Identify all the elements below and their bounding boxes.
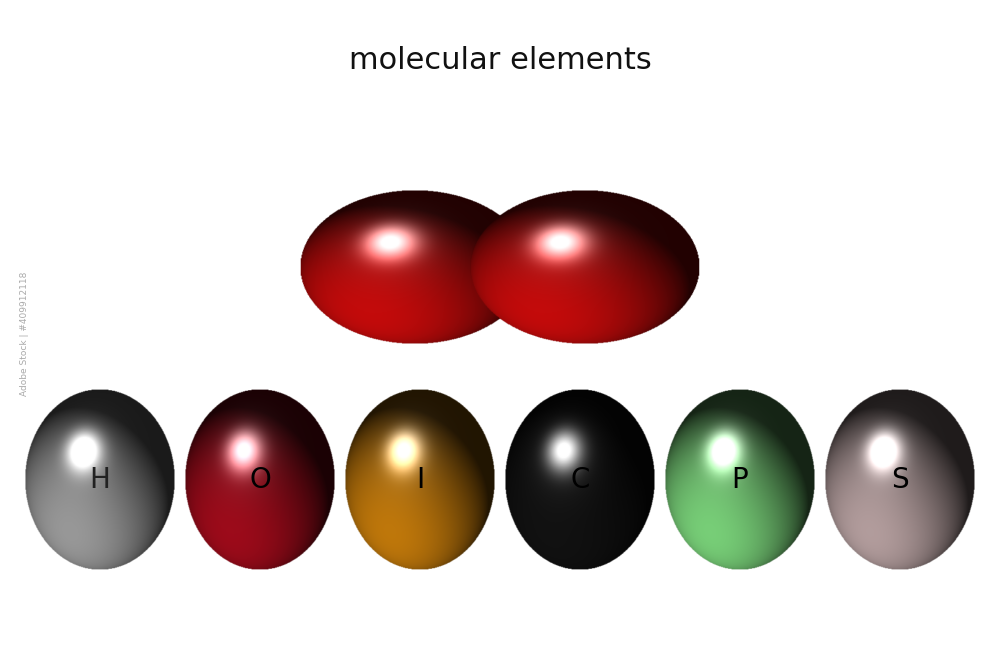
Text: P: P	[732, 466, 748, 494]
Text: S: S	[891, 466, 909, 494]
Text: Adobe Stock | #409912118: Adobe Stock | #409912118	[20, 271, 30, 396]
Text: C: C	[570, 466, 590, 494]
Text: O: O	[249, 466, 271, 494]
Text: I: I	[416, 466, 424, 494]
Text: H: H	[90, 466, 110, 494]
Text: molecular elements: molecular elements	[349, 45, 651, 75]
